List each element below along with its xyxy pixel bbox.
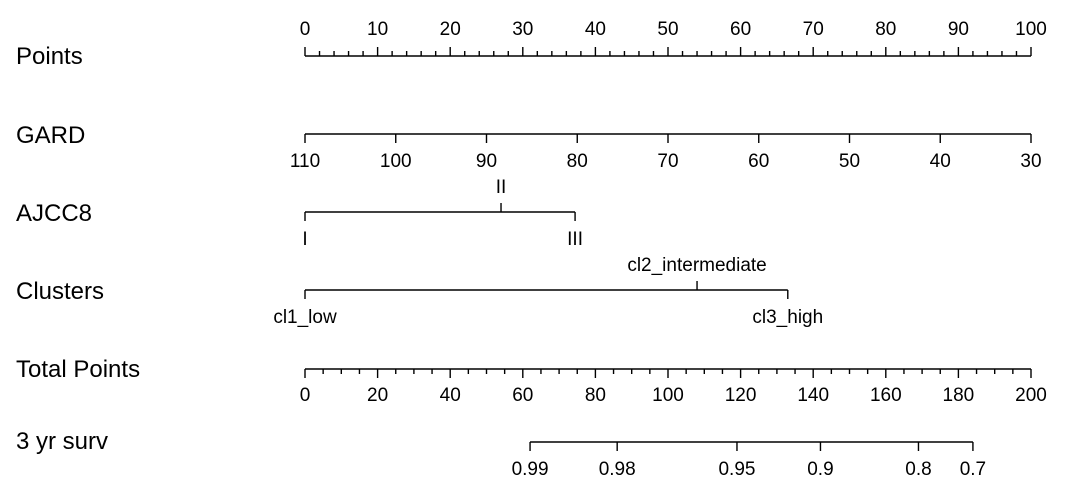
row-label-surv3yr: 3 yr surv <box>16 428 108 455</box>
row-label-points: Points <box>16 43 83 70</box>
row-total_points: 0 20 40 60 80 100 120 140 160 180 200 <box>300 368 1047 406</box>
tick-label-points: 70 <box>803 19 824 40</box>
tick-label-gard: 60 <box>748 151 769 172</box>
tick-label-clusters: cl2_intermediate <box>627 255 766 276</box>
tick-label-surv3yr: 0.99 <box>512 459 549 480</box>
tick-label-points: 20 <box>440 19 461 40</box>
tick-label-gard: 40 <box>930 151 951 172</box>
tick-label-points: 90 <box>948 19 969 40</box>
tick-label-clusters: cl1_low <box>273 307 337 328</box>
tick-label-points: 0 <box>300 19 311 40</box>
tick-label-surv3yr: 0.7 <box>960 459 986 480</box>
tick-label-surv3yr: 0.9 <box>807 459 833 480</box>
tick-label-points: 80 <box>875 19 896 40</box>
row-label-clusters: Clusters <box>16 278 104 305</box>
row-label-gard: GARD <box>16 122 85 149</box>
tick-label-gard: 70 <box>657 151 678 172</box>
row-clusters: cl1_low cl2_intermediate cl3_high <box>273 255 823 328</box>
tick-label-total_points: 40 <box>440 385 461 406</box>
tick-label-points: 60 <box>730 19 751 40</box>
tick-label-total_points: 100 <box>652 385 684 406</box>
tick-label-clusters: cl3_high <box>752 307 823 328</box>
tick-label-gard: 110 <box>290 151 320 172</box>
tick-label-gard: 50 <box>839 151 860 172</box>
tick-label-points: 100 <box>1015 19 1047 40</box>
tick-label-gard: 30 <box>1020 151 1041 172</box>
tick-label-ajcc8: III <box>567 229 583 250</box>
tick-label-surv3yr: 0.95 <box>718 459 755 480</box>
row-label-total_points: Total Points <box>16 356 140 383</box>
tick-label-total_points: 0 <box>300 385 311 406</box>
tick-label-ajcc8: II <box>496 177 507 198</box>
tick-label-total_points: 80 <box>585 385 606 406</box>
row-label-ajcc8: AJCC8 <box>16 200 92 227</box>
row-points: 0 10 20 30 40 50 60 70 80 90 100 <box>300 19 1047 57</box>
tick-label-total_points: 120 <box>725 385 757 406</box>
tick-label-gard: 100 <box>380 151 412 172</box>
tick-label-gard: 80 <box>567 151 588 172</box>
row-gard: 110 100 90 80 70 60 50 40 30 <box>290 133 1042 172</box>
tick-label-points: 50 <box>657 19 678 40</box>
tick-label-surv3yr: 0.8 <box>905 459 931 480</box>
row-surv3yr: 0.99 0.98 0.95 0.9 0.8 0.7 <box>512 441 986 480</box>
tick-label-ajcc8: I <box>302 229 307 250</box>
tick-label-points: 30 <box>512 19 533 40</box>
tick-label-total_points: 20 <box>367 385 388 406</box>
tick-label-total_points: 160 <box>870 385 902 406</box>
tick-label-total_points: 180 <box>943 385 975 406</box>
tick-label-surv3yr: 0.98 <box>599 459 636 480</box>
tick-label-total_points: 60 <box>512 385 533 406</box>
tick-label-total_points: 140 <box>797 385 829 406</box>
tick-label-points: 10 <box>367 19 388 40</box>
tick-label-points: 40 <box>585 19 606 40</box>
tick-label-total_points: 200 <box>1015 385 1047 406</box>
tick-label-gard: 90 <box>476 151 497 172</box>
